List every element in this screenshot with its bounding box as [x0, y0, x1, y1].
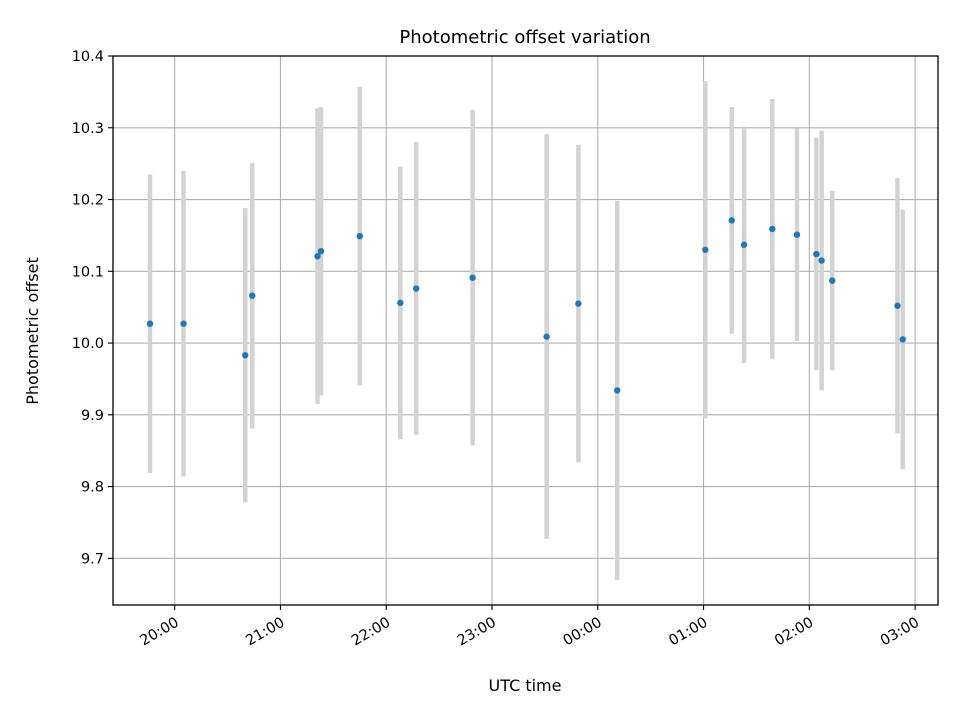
data-point — [793, 231, 801, 238]
data-point — [146, 320, 154, 327]
data-point — [314, 253, 321, 260]
y-tick-label: 9.7 — [81, 551, 104, 567]
y-tick-label: 10.0 — [72, 336, 104, 352]
data-point — [899, 336, 906, 343]
data-point — [543, 333, 550, 340]
y-tick-label: 10.3 — [72, 121, 104, 137]
data-point — [818, 257, 825, 264]
y-axis-title: Photometric offset — [23, 257, 42, 405]
axes-frame — [112, 55, 939, 606]
data-point — [356, 232, 363, 240]
data-point — [249, 292, 256, 299]
y-axis-ticks: 9.7 9.8 9.9 10.0 10.1 10.2 10.3 10.4 — [72, 49, 113, 567]
data-point — [702, 246, 709, 253]
data-point — [740, 241, 748, 248]
data-point — [829, 277, 836, 284]
y-tick-label: 9.9 — [81, 408, 104, 424]
y-tick-label: 10.2 — [72, 193, 104, 209]
data-point — [728, 217, 735, 224]
data-point — [613, 387, 621, 394]
data-point — [575, 300, 582, 307]
data-point — [813, 250, 820, 258]
data-points — [146, 217, 906, 394]
data-point — [894, 302, 901, 309]
chart-title: Photometric offset variation — [399, 27, 650, 48]
data-point — [397, 299, 404, 307]
data-point — [317, 248, 325, 255]
x-axis-title: UTC time — [489, 676, 562, 695]
y-tick-label: 10.4 — [72, 49, 104, 65]
data-point — [180, 320, 187, 327]
y-tick-label: 10.1 — [72, 264, 104, 280]
y-tick-label: 9.8 — [81, 480, 104, 496]
data-point — [413, 285, 420, 292]
data-point — [769, 225, 776, 233]
data-point — [242, 352, 249, 359]
data-point — [469, 274, 476, 281]
